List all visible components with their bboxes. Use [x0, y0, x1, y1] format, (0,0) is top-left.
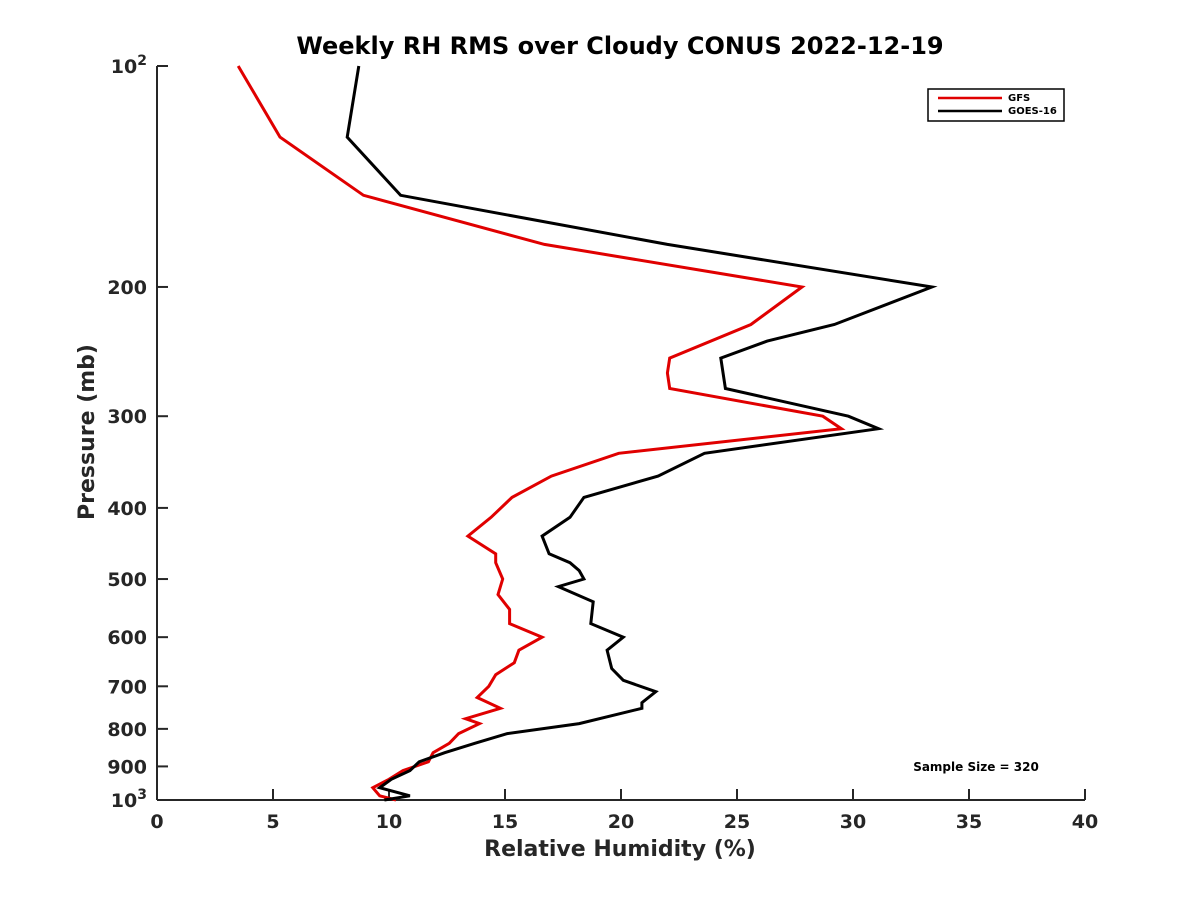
sample-size-annotation: Sample Size = 320: [913, 760, 1039, 774]
y-tick-label: 102: [111, 53, 147, 78]
x-tick-label: 20: [608, 811, 634, 833]
y-tick-label: 300: [107, 406, 147, 428]
chart-title: Weekly RH RMS over Cloudy CONUS 2022-12-…: [296, 32, 943, 60]
y-axis-label: Pressure (mb): [75, 344, 100, 520]
y-tick-label: 700: [107, 676, 147, 698]
y-tick-label: 500: [107, 569, 147, 591]
legend-label-goes16: GOES-16: [1008, 106, 1057, 117]
x-tick-label: 0: [150, 811, 163, 833]
series-line-goes-16: [345, 65, 938, 802]
x-axis-label: Relative Humidity (%): [484, 837, 756, 862]
y-tick-label: 900: [107, 756, 147, 778]
x-tick-label: 5: [266, 811, 279, 833]
y-tick-label: 600: [107, 627, 147, 649]
x-tick-label: 15: [492, 811, 518, 833]
y-tick-label: 103: [111, 787, 147, 812]
y-tick-label: 400: [107, 498, 147, 520]
x-tick-label: 40: [1072, 811, 1098, 833]
x-tick-label: 25: [724, 811, 750, 833]
legend-label-gfs: GFS: [1008, 93, 1030, 104]
series-layer: [236, 65, 938, 802]
x-tick-label: 35: [956, 811, 982, 833]
x-tick-label: 10: [376, 811, 402, 833]
legend: GFS GOES-16: [927, 88, 1065, 122]
x-tick-label: 30: [840, 811, 866, 833]
series-line-gfs: [236, 65, 846, 802]
axes: 0 5 10 15 20 25 30 35 40 102 200 300 400 500 600 700 800…: [107, 53, 1098, 833]
y-tick-label: 200: [107, 277, 147, 299]
legend-box: [927, 88, 1065, 122]
y-tick-label: 800: [107, 719, 147, 741]
